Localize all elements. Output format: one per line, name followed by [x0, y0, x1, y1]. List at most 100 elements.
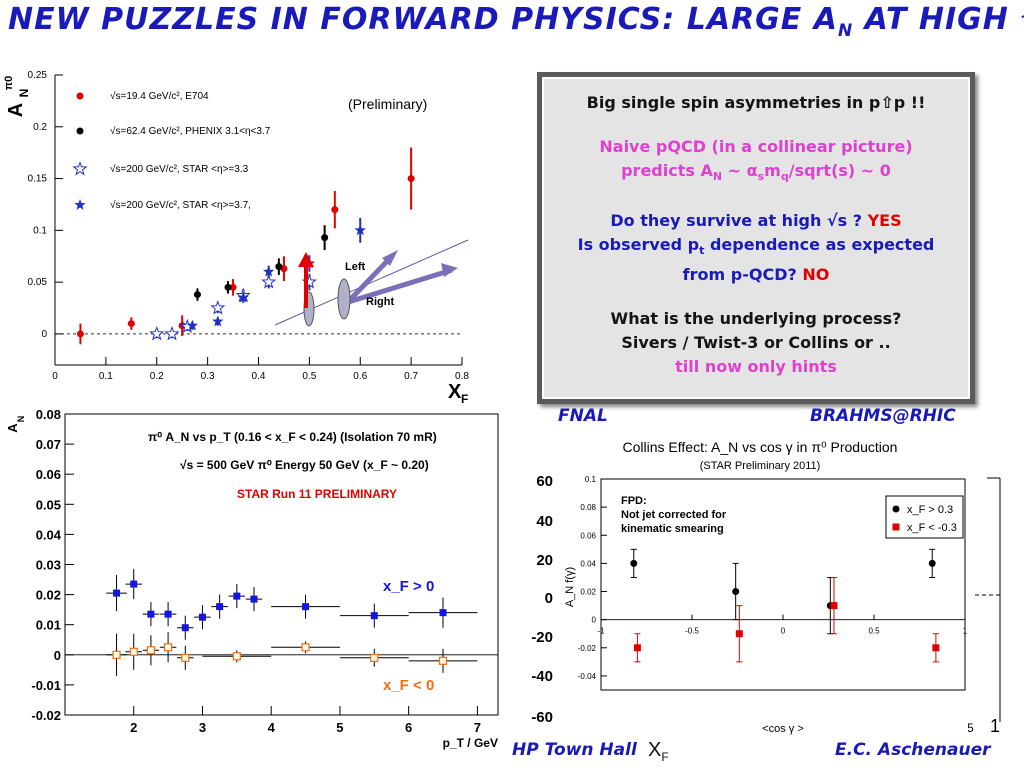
data-point	[149, 326, 165, 341]
legend-entry: √s=19.4 GeV/c², E704	[110, 90, 209, 102]
chart-title-2: √s = 500 GeV π⁰ Energy 50 GeV (x_F ~ 0.2…	[180, 458, 429, 472]
chart-subtitle: (STAR Preliminary 2011)	[700, 460, 821, 472]
y-tick-label: -0.01	[31, 678, 61, 693]
box-line-7: What is the underlying process?	[610, 309, 902, 329]
y-tick-label: 0.08	[580, 503, 596, 512]
data-point	[354, 224, 366, 236]
x-tick-label: 0.5	[302, 371, 316, 382]
chart-title: Collins Effect: A_N vs cos γ in π⁰ Produ…	[623, 439, 898, 455]
footer-left-label: HP Town Hall	[512, 740, 637, 760]
legend-marker	[72, 161, 88, 176]
y-tick-label: 0	[592, 616, 597, 625]
data-point	[302, 603, 310, 611]
data-point	[261, 274, 277, 289]
data-point	[233, 592, 241, 600]
data-point	[331, 206, 339, 214]
data-point	[407, 175, 415, 183]
y-tick-label: 0.01	[36, 618, 61, 633]
title-tail: AT HIGH √s	[864, 2, 1024, 37]
y-tick-label: 0.07	[36, 437, 61, 452]
x-axis-label: p_T / GeV	[443, 736, 498, 750]
fpd-annotation: Not jet corrected for	[621, 509, 727, 521]
x-tick-label: 6	[405, 720, 412, 735]
x-tick-label: 7	[474, 720, 481, 735]
fnal-label: FNAL	[558, 406, 608, 426]
data-point	[130, 580, 138, 588]
background-tick-label: 40	[536, 513, 553, 530]
x-tick-label: 4	[268, 720, 276, 735]
y-tick-label: 0.03	[36, 558, 61, 573]
background-tick-label: 0	[545, 590, 553, 607]
series-label-negative: x_F < 0	[383, 677, 434, 694]
right-arrow-head	[441, 263, 458, 277]
x-tick-label: -1	[597, 627, 605, 636]
y-axis-label-sup: π0	[3, 76, 15, 91]
data-point	[301, 643, 310, 652]
background-tick-label: -20	[531, 629, 553, 646]
x-tick-label: 0.1	[99, 371, 113, 382]
y-axis-label: A	[5, 423, 20, 433]
y-tick-label: 0.05	[36, 497, 61, 512]
data-point	[732, 588, 740, 596]
legend-marker	[76, 92, 84, 100]
brahms-label: BRAHMS@RHIC	[810, 406, 956, 426]
data-point	[229, 283, 237, 291]
data-point	[275, 263, 283, 271]
legend-marker	[76, 127, 84, 135]
spin-ellipse	[337, 278, 351, 320]
data-point	[147, 610, 155, 618]
legend-box	[885, 495, 964, 539]
y-tick-label: -0.02	[578, 644, 597, 653]
x-tick-label: 0.2	[150, 371, 164, 382]
y-tick-label: 0	[54, 648, 61, 663]
left-arrow-head	[382, 250, 398, 266]
background-tick-label: -40	[531, 668, 553, 685]
background-tick-5: 5	[967, 721, 974, 735]
right-arrow	[344, 267, 453, 306]
data-point	[439, 609, 447, 617]
y-tick-label: -0.04	[578, 672, 597, 681]
x-tick-label: 1	[963, 627, 968, 636]
data-point	[370, 612, 378, 620]
legend-entry: √s=62.4 GeV/c², PHENIX 3.1<η<3.7	[110, 125, 271, 137]
title-subscript: N	[837, 21, 854, 41]
data-point	[932, 644, 940, 652]
data-point	[164, 610, 172, 618]
data-point	[76, 330, 84, 338]
x-tick-label: 0.5	[868, 627, 880, 636]
x-tick-label: 0	[52, 371, 58, 382]
x-tick-label: 0	[781, 627, 786, 636]
x-axis-label-sub: F	[461, 392, 468, 406]
x-tick-label: 0.3	[201, 371, 215, 382]
y-tick-label: 0.1	[33, 225, 47, 236]
data-point	[216, 603, 224, 611]
data-point	[237, 291, 249, 303]
box-line-1: Big single spin asymmetries in p⇧p !!	[586, 93, 926, 112]
data-point	[129, 647, 138, 656]
an-vs-pt-chart: -0.02 -0.01 0 0.01 0.02 0.03 0.04 0.05 0.06 0.07 0…	[5, 407, 499, 750]
box-line-8: Sivers / Twist-3 or Collins or ..	[621, 333, 891, 353]
y-tick-label: 0.06	[580, 531, 596, 540]
data-point	[232, 652, 241, 661]
title-text: NEW PUZZLES IN FORWARD PHYSICS: LARGE A	[8, 2, 838, 37]
collins-effect-chart: -0.04 -0.02 0 0.02 0.04 0.06 0.08 0.1 -1 -0.5 0 0.5…	[553, 432, 968, 737]
background-tick-label: 20	[536, 552, 553, 569]
x-axis-label: X	[448, 381, 462, 403]
data-point	[112, 650, 121, 659]
data-point	[164, 325, 180, 341]
chart-title: π⁰ A_N vs p_T (0.16 < x_F < 0.24) (Isola…	[148, 430, 437, 444]
x-axis-label: <cos γ >	[762, 723, 804, 735]
x-tick-label: 0.4	[252, 371, 266, 382]
data-point	[321, 234, 329, 242]
legend-entry: √s=200 GeV/c², STAR <η>=3.3	[110, 163, 249, 175]
y-tick-label: 0	[41, 329, 47, 340]
data-point	[198, 613, 206, 621]
y-tick-label: -0.02	[31, 708, 61, 723]
data-point	[193, 291, 201, 299]
legend-marker	[74, 199, 86, 210]
data-point	[146, 646, 156, 655]
data-point	[250, 595, 258, 603]
data-point	[830, 602, 838, 610]
x-tick-label: 2	[130, 720, 137, 735]
box-line-2: Naive pQCD (in a collinear picture)	[599, 137, 913, 156]
